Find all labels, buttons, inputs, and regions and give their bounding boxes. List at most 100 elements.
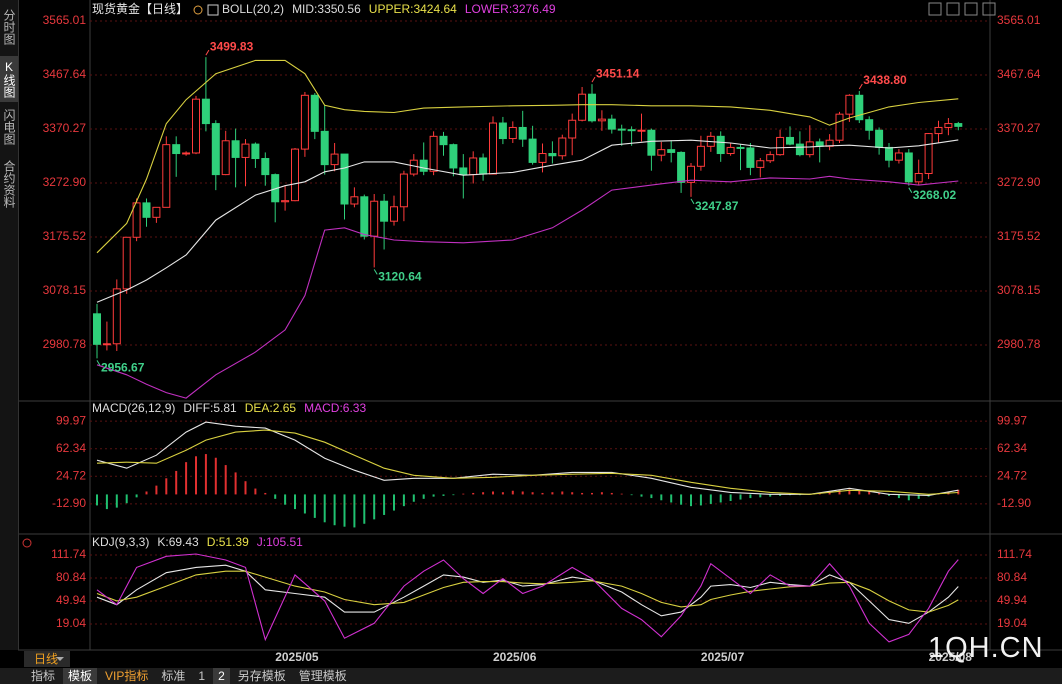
candle-body [320,130,329,166]
y-tick-label: 49.94 [56,593,86,607]
toolbar-button[interactable]: VIP指标 [105,669,149,683]
candle-body [281,200,290,203]
extreme-label: 3438.80 [863,73,907,87]
macd-bar [274,494,277,499]
toolbar-button[interactable]: 另存模板 [237,669,286,683]
macd-bar [422,494,425,499]
extreme-label: 2956.67 [101,361,145,375]
candle-body [687,165,695,183]
candle-body [370,200,379,237]
macd-bar [482,492,485,495]
candle-body [300,94,309,150]
legend-entry: DIFF:5.81 [183,401,237,415]
toolbar-button[interactable]: 2 [213,668,230,684]
macd-bar [175,470,178,495]
candle-body [142,202,151,218]
toolbar-button[interactable]: 管理模板 [298,669,347,683]
candle-body [766,154,775,162]
legend-entry: KDJ(9,3,3) [92,535,149,549]
y-tick-label: 3272.90 [43,175,87,189]
icon-button[interactable] [982,2,996,16]
macd-bar [739,494,742,500]
y-tick-label: 62.34 [56,441,86,455]
macd-bar [620,493,623,495]
candle-body [667,149,676,153]
y-tick-label: 99.97 [56,413,86,427]
candle-body [894,152,903,161]
macd-bar [373,494,376,520]
macd-bar [699,494,702,506]
candle-body [439,135,448,146]
candle-body [904,152,913,183]
macd-bar [155,485,158,495]
macd-bar [195,456,197,495]
toolbar-button[interactable]: 1 [198,669,206,683]
candle-body [162,144,171,208]
legend-entry: UPPER:3424.64 [369,2,457,16]
macd-bar [769,494,772,497]
macd-bar [294,494,296,510]
macd-bar [264,492,267,495]
macd-bar [462,493,465,495]
macd-bar [858,490,861,495]
indicator-line [96,429,959,495]
macd-bar [323,494,326,523]
y-tick-label: 3370.27 [997,121,1041,135]
sidebar-tab[interactable]: 分时图 [2,9,16,45]
macd-bar [492,491,494,495]
macd-bar [551,492,554,495]
y-tick-label: -12.90 [997,496,1031,510]
y-tick-label: 62.34 [997,441,1027,455]
indicator-line [96,553,959,643]
candle-body [112,288,121,345]
icon-button[interactable] [928,2,942,16]
candle-body [221,140,230,176]
toolbar-button[interactable]: 指标 [31,669,56,683]
candle-body [498,122,507,140]
icon-button[interactable] [946,2,960,16]
candle-body [390,206,398,222]
macd-bar [759,494,762,498]
candle-body [122,236,131,290]
y-tick-label: 111.74 [51,547,86,561]
sidebar-tab[interactable]: K线图 [0,56,18,102]
sidebar-tab[interactable]: 闪电图 [2,109,16,145]
candle-body [528,138,537,163]
y-tick-label: 3565.01 [43,13,87,27]
candle-body [746,147,755,168]
macd-bar [343,494,346,527]
legend-entry: J:105.51 [257,535,303,549]
candle-body [885,146,893,161]
extreme-marker [591,76,596,83]
macd-bar [412,494,415,502]
y-tick-label: 99.97 [997,413,1027,427]
window-icons [928,2,996,16]
extreme-marker [858,83,863,90]
toolbar: 指标 模板 VIP指标 标准 1 2 另存模板 管理模板 [0,668,1062,684]
toolbar-button[interactable]: 模板 [63,668,98,684]
sidebar-tab[interactable]: 合约资料 [2,160,16,208]
candle-body [469,157,478,176]
candle-body [350,196,359,205]
y-tick-label: 3078.15 [997,283,1041,297]
candle-body [597,118,606,122]
candle-body [310,94,319,132]
candle-body [677,151,686,183]
candle-body [192,98,200,154]
x-tick-label: 2025/05 [275,650,319,664]
macd-bar [204,454,207,495]
candle-body [716,135,725,155]
extreme-label: 3247.87 [695,199,739,213]
candle-body [409,159,418,175]
macd-bar [303,494,306,514]
icon-button[interactable] [964,2,978,16]
candle-body [102,343,111,346]
legend-entry: BOLL(20,2) [222,2,284,16]
extreme-label: 3451.14 [596,66,640,80]
candle-body [479,157,488,175]
toolbar-button[interactable]: 标准 [161,669,186,683]
candle-body [241,143,250,158]
macd-bar [719,494,722,503]
candle-body [93,313,101,345]
period-select[interactable]: 日线 [24,651,70,667]
